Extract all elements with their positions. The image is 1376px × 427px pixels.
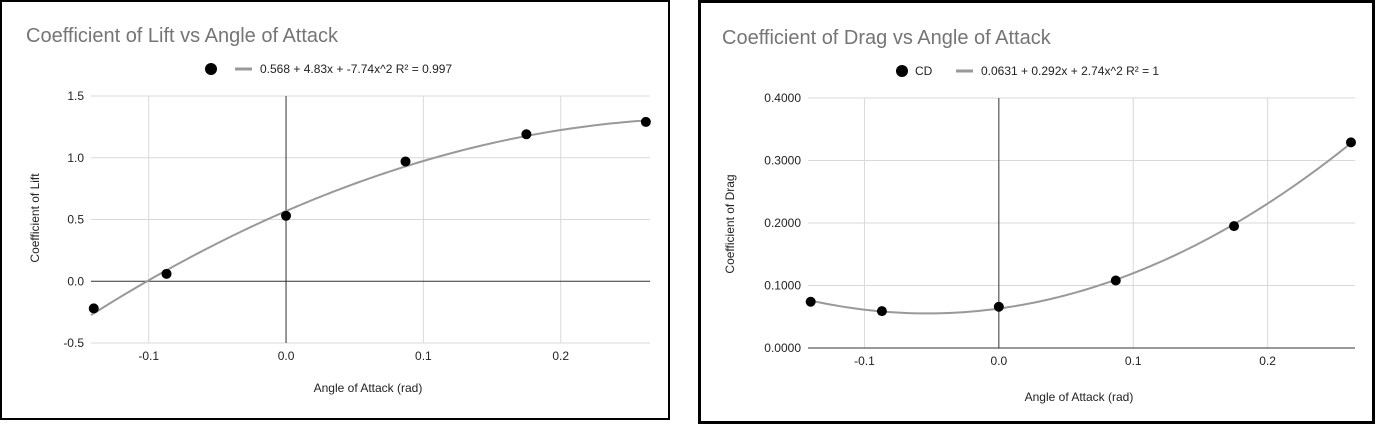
x-tick-label: 0.1: [415, 349, 432, 363]
data-point: [1229, 221, 1240, 232]
y-tick-label: 0.2000: [764, 216, 801, 230]
x-tick-label: 0.1: [1125, 354, 1142, 368]
chart-trendline: [90, 119, 651, 316]
data-point: [88, 303, 99, 314]
data-point: [805, 296, 816, 307]
legend-trendline-label: 0.568 + 4.83x + -7.74x^2 R² = 0.997: [260, 62, 452, 76]
chart-points: [805, 137, 1356, 317]
y-tick-label: -0.5: [63, 336, 84, 350]
chart-legend: CD 0.0631 + 0.292x + 2.74x^2 R² = 1: [896, 64, 1159, 78]
y-axis-label: Coefficient of Lift: [28, 173, 42, 263]
legend-point-marker: [896, 65, 908, 77]
trendline-curve: [90, 119, 651, 316]
data-point: [161, 268, 172, 279]
data-point: [876, 306, 887, 317]
chart-tick-labels: 0.0000 0.1000 0.2000 0.3000 0.4000 -0.1 0.0 0.1…: [764, 91, 1276, 368]
chart-title: Coefficient of Drag vs Angle of Attack: [722, 27, 1052, 49]
lift-chart-panel: Coefficient of Lift vs Angle of Attack 0…: [0, 0, 670, 420]
chart-tick-labels: -0.5 0.0 0.5 1.0 1.5 -0.1 0.0 0.1 0.2: [63, 89, 569, 363]
chart-trendline: [807, 139, 1356, 315]
drag-chart: Coefficient of Drag vs Angle of Attack C…: [722, 27, 1356, 404]
y-tick-label: 0.0: [67, 274, 84, 288]
x-tick-label: -0.1: [138, 349, 159, 363]
drag-chart-panel: Coefficient of Drag vs Angle of Attack C…: [698, 0, 1375, 424]
trendline-curve: [807, 139, 1356, 315]
data-point: [993, 301, 1004, 312]
y-axis-label: Coefficient of Drag: [723, 174, 737, 273]
y-tick-label: 0.0000: [764, 341, 801, 355]
y-tick-label: 0.5: [67, 213, 84, 227]
legend-point-marker: [205, 63, 217, 75]
y-tick-label: 1.0: [67, 151, 84, 165]
y-tick-label: 1.5: [67, 89, 84, 103]
chart-legend: 0.568 + 4.83x + -7.74x^2 R² = 0.997: [205, 62, 452, 76]
y-tick-label: 0.3000: [764, 154, 801, 168]
x-tick-label: 0.2: [552, 349, 569, 363]
lift-chart: Coefficient of Lift vs Angle of Attack 0…: [26, 25, 651, 395]
data-point: [281, 210, 292, 221]
x-axis-label: Angle of Attack (rad): [314, 381, 423, 395]
x-tick-label: 0.0: [278, 349, 295, 363]
data-point: [1110, 275, 1121, 286]
chart-points: [88, 116, 651, 314]
x-tick-label: -0.1: [854, 354, 875, 368]
x-tick-label: 0.0: [991, 354, 1008, 368]
legend-series-label: CD: [915, 64, 933, 78]
y-tick-label: 0.1000: [764, 279, 801, 293]
legend-trendline-label: 0.0631 + 0.292x + 2.74x^2 R² = 1: [981, 64, 1159, 78]
data-point: [640, 116, 651, 127]
x-tick-label: 0.2: [1259, 354, 1276, 368]
chart-grid: [808, 97, 1355, 348]
data-point: [521, 129, 532, 140]
data-point: [400, 156, 411, 167]
y-tick-label: 0.4000: [764, 91, 801, 105]
data-point: [1345, 137, 1356, 148]
chart-grid: [91, 95, 650, 344]
chart-title: Coefficient of Lift vs Angle of Attack: [26, 25, 339, 47]
x-axis-label: Angle of Attack (rad): [1025, 390, 1134, 404]
